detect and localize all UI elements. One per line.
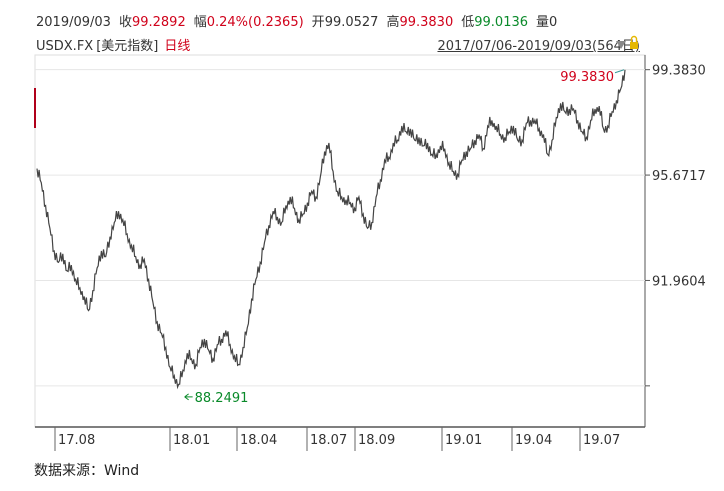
open-value: 99.0527	[324, 15, 379, 30]
quote-date: 2019/09/03	[36, 15, 111, 30]
change-label: 幅	[193, 15, 207, 30]
x-tick-label: 18.09	[358, 433, 395, 448]
series-line	[36, 69, 626, 390]
min-pointer	[184, 393, 193, 401]
low-label: 低	[461, 15, 475, 30]
y-tick-label: 95.6717	[652, 169, 706, 184]
date-range-text[interactable]: 2017/07/06-2019/09/03(564日)	[437, 39, 640, 54]
x-tick-label: 19.07	[583, 433, 620, 448]
quote-info-bar: 2019/09/03 收99.2892 幅0.24%(0.2365) 开99.0527…	[36, 11, 558, 30]
y-axis-ticks: 99.3830 95.6717 91.9604	[645, 64, 706, 387]
lock-icon[interactable]	[630, 35, 638, 50]
x-axis-ticks: 17.08 18.01 18.04 18.07 18.09 19.01 19.04 19.07	[54, 427, 620, 451]
date-range-selector[interactable]: 2017/07/06-2019/09/03(564日)	[437, 35, 640, 54]
y-tick-label: 99.3830	[652, 64, 706, 79]
plot-frame	[34, 54, 646, 428]
volume-label: 量	[536, 15, 550, 30]
collapse-triangle-icon[interactable]	[616, 41, 626, 49]
y-tick-label: 91.9604	[652, 274, 706, 289]
instrument-name: [美元指数]	[96, 39, 159, 54]
x-tick-label: 18.07	[310, 433, 347, 448]
open-label: 开	[311, 15, 325, 30]
volume-value: 0	[549, 15, 558, 30]
change-value: 0.24%(0.2365)	[206, 15, 304, 30]
low-value: 99.0136	[474, 15, 529, 30]
instrument-title: USDX.FX [美元指数] 日线	[36, 35, 190, 54]
period-label[interactable]: 日线	[164, 39, 191, 54]
x-tick-label: 17.08	[58, 433, 95, 448]
x-tick-label: 18.01	[173, 433, 210, 448]
x-tick-label: 19.01	[445, 433, 482, 448]
min-value-label: 88.2491	[195, 391, 249, 406]
x-tick-label: 18.04	[240, 433, 277, 448]
close-value: 99.2892	[131, 15, 186, 30]
data-source-note: 数据来源：Wind	[34, 463, 140, 479]
high-label: 高	[386, 15, 400, 30]
high-value: 99.3830	[399, 15, 454, 30]
extreme-annotations: 99.3830 88.2491	[184, 69, 625, 406]
close-label: 收	[118, 15, 132, 30]
x-tick-label: 19.04	[515, 433, 552, 448]
max-pointer	[614, 69, 625, 74]
max-value-label: 99.3830	[560, 70, 614, 85]
gridlines	[35, 69, 645, 387]
instrument-code: USDX.FX	[36, 39, 94, 54]
